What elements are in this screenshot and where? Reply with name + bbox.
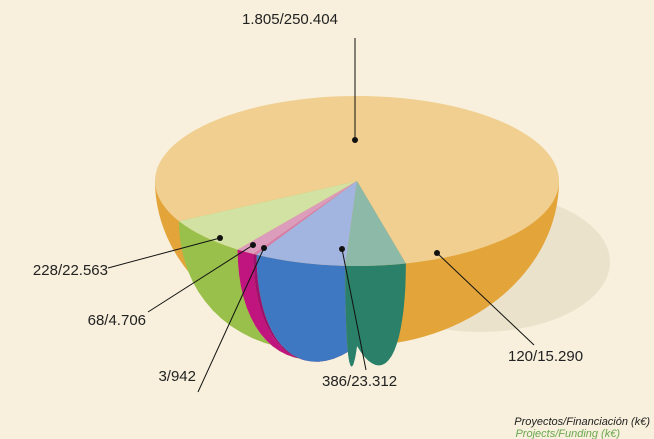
slice [253,181,357,255]
leader-line [197,247,265,393]
label-dot [250,242,256,248]
label-dot [261,245,267,251]
label-dot [352,137,358,143]
data-label: 386/23.312 [322,373,397,390]
slice-side [178,221,357,360]
slice [256,181,357,266]
slice [237,181,357,254]
data-label: 120/15.290 [508,348,583,365]
slice [345,181,406,266]
leader-line [341,248,367,371]
note: Proyectos/Financiación (k€) [514,416,650,428]
slice-side [256,254,357,367]
data-label: 228/22.563 [33,262,108,279]
label-dot [339,246,345,252]
slice [178,181,357,250]
label-dot [217,235,223,241]
slice-side [237,249,357,362]
leader-line [107,237,221,269]
leader-line [436,252,535,346]
data-label: 68/4.706 [88,312,146,329]
slice [154,95,559,264]
leader-line [147,244,254,313]
data-label: 3/942 [158,368,196,385]
note: Projects/Funding (k€) [515,428,620,439]
data-label: 1.805/250.404 [242,11,338,28]
label-dot [434,250,440,256]
